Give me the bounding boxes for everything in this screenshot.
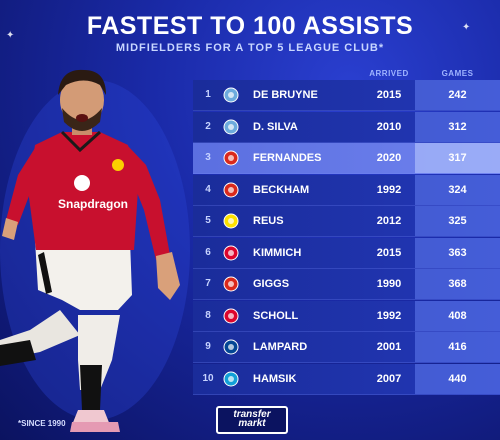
bayern-crest xyxy=(223,308,239,323)
man-united-crest xyxy=(223,276,239,292)
ranking-table: 1 DE BRUYNE 2015 242 2 D. SILVA 2010 312 3 FERNAN… xyxy=(193,80,500,395)
player-name: FERNANDES xyxy=(253,152,322,164)
games-count: 325 xyxy=(415,206,500,236)
player-name: GIGGS xyxy=(253,278,290,290)
footnote: *SINCE 1990 xyxy=(18,419,66,428)
arrived-year: 1990 xyxy=(376,278,402,290)
rank-cell: 1 xyxy=(205,89,211,100)
rank-cell: 7 xyxy=(205,278,211,289)
rank-cell: 5 xyxy=(205,215,211,226)
games-count: 416 xyxy=(415,332,500,362)
shirt-sponsor: Snapdragon xyxy=(58,197,128,211)
man-united-crest xyxy=(223,150,239,166)
arrived-year: 1992 xyxy=(376,309,402,322)
man-united-crest xyxy=(223,182,239,197)
arrived-year: 2010 xyxy=(376,120,402,133)
arrived-year: 2015 xyxy=(376,246,402,259)
logo-text-line2: markt xyxy=(238,418,266,429)
sparkle-icon: ✦ xyxy=(6,30,15,41)
rank-cell: 8 xyxy=(205,309,211,321)
player-name: SCHOLL xyxy=(253,309,299,322)
games-count: 317 xyxy=(415,143,500,173)
player-image: Snapdragon xyxy=(0,69,190,432)
column-header-games: GAMES xyxy=(441,69,474,78)
player-name: D. SILVA xyxy=(253,120,298,133)
rank-cell: 3 xyxy=(205,152,211,163)
arrived-year: 2015 xyxy=(376,89,402,101)
table-row: 4 BECKHAM 1992 324 xyxy=(193,174,500,206)
player-name: DE BRUYNE xyxy=(253,89,318,101)
table-row: 9 LAMPARD 2001 416 xyxy=(193,332,500,363)
rank-cell: 9 xyxy=(205,341,211,352)
games-count: 440 xyxy=(415,363,500,394)
man-city-crest xyxy=(223,119,239,134)
arrived-year: 1992 xyxy=(376,183,402,196)
player-name: BECKHAM xyxy=(253,183,310,196)
player-name: KIMMICH xyxy=(253,246,302,259)
player-name: REUS xyxy=(253,215,284,227)
table-row: 2 D. SILVA 2010 312 xyxy=(193,111,500,143)
games-count: 408 xyxy=(415,300,500,331)
player-name: HAMSIK xyxy=(253,372,297,385)
games-count: 363 xyxy=(415,237,500,268)
column-header-arrived: ARRIVED xyxy=(369,69,409,78)
table-row: 3 FERNANDES 2020 317 xyxy=(193,143,500,174)
sparkle-icon: ✦ xyxy=(462,22,471,33)
games-count: 324 xyxy=(415,174,500,205)
games-count: 312 xyxy=(415,111,500,142)
rank-cell: 6 xyxy=(205,246,211,258)
transfermarkt-logo: transfer markt xyxy=(216,406,288,434)
chelsea-crest xyxy=(223,339,239,355)
table-row: 7 GIGGS 1990 368 xyxy=(193,269,500,300)
table-row: 8 SCHOLL 1992 408 xyxy=(193,300,500,332)
dortmund-crest xyxy=(223,213,239,229)
rank-cell: 10 xyxy=(202,372,214,384)
rank-cell: 4 xyxy=(205,183,211,195)
arrived-year: 2001 xyxy=(376,341,402,353)
arrived-year: 2012 xyxy=(376,215,402,227)
page-title: FASTEST TO 100 ASSISTS xyxy=(86,12,414,40)
arrived-year: 2020 xyxy=(376,152,402,164)
logo-text-line1: transfer xyxy=(233,409,271,420)
bayern-crest xyxy=(223,245,239,260)
table-row: 1 DE BRUYNE 2015 242 xyxy=(193,80,500,111)
man-city-crest xyxy=(223,87,239,103)
rank-cell: 2 xyxy=(205,120,211,132)
table-row: 10 HAMSIK 2007 440 xyxy=(193,363,500,395)
games-count: 368 xyxy=(415,269,500,299)
player-name: LAMPARD xyxy=(253,341,308,353)
table-row: 6 KIMMICH 2015 363 xyxy=(193,237,500,269)
arrived-year: 2007 xyxy=(376,372,402,385)
table-row: 5 REUS 2012 325 xyxy=(193,206,500,237)
page-subtitle: MIDFIELDERS FOR A TOP 5 LEAGUE CLUB* xyxy=(115,42,385,54)
games-count: 242 xyxy=(415,80,500,110)
napoli-crest xyxy=(223,371,239,386)
